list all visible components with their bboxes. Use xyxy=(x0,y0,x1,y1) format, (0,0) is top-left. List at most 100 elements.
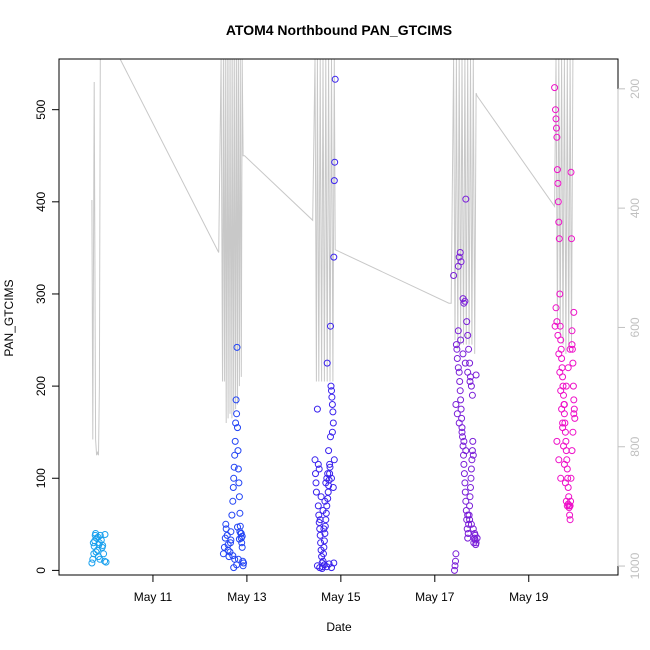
scatter-point xyxy=(231,437,239,445)
scatter-point xyxy=(457,405,465,413)
scatter-point xyxy=(456,378,464,385)
scatter-point xyxy=(320,543,328,551)
scatter-point xyxy=(466,359,474,367)
scatter-point xyxy=(556,368,564,376)
scatter-point xyxy=(569,382,577,390)
scatter-point xyxy=(559,419,567,427)
scatter-point xyxy=(466,378,474,385)
scatter-point xyxy=(227,536,235,544)
scatter-point xyxy=(571,414,579,422)
scatter-point xyxy=(555,235,563,243)
y2-axis: 200 400 600 800 1000 xyxy=(617,78,642,579)
scatter-point xyxy=(561,479,569,487)
scatter-point xyxy=(451,562,459,570)
scatter-point xyxy=(568,341,576,349)
scatter-point xyxy=(222,520,230,528)
scatter-point xyxy=(453,410,461,418)
scatter-point xyxy=(453,355,461,362)
scatter-point xyxy=(229,484,237,491)
scatter-point xyxy=(327,322,334,330)
scatter-point xyxy=(329,408,337,416)
y2-tick-label: 600 xyxy=(628,317,642,337)
scatter-point xyxy=(454,364,462,372)
scatter-point xyxy=(462,497,470,505)
y-tick-label: 0 xyxy=(34,567,48,574)
scatter-point xyxy=(555,350,563,358)
scatter-point xyxy=(235,479,243,487)
scatter-point xyxy=(96,555,104,563)
scatter-point xyxy=(570,308,578,316)
scatter-point xyxy=(472,539,480,547)
scatter-point xyxy=(317,539,325,547)
scatter-point xyxy=(557,387,565,395)
scatter-point xyxy=(462,195,470,203)
scatter-point xyxy=(466,493,474,501)
scatter-point xyxy=(327,382,335,390)
scatter-point xyxy=(554,331,562,339)
scatter-point xyxy=(564,364,572,372)
line-series-group xyxy=(91,58,574,456)
scatter-point xyxy=(460,460,468,468)
scatter-point xyxy=(466,502,474,510)
scatter-point xyxy=(552,304,560,312)
scatter-point xyxy=(464,331,472,339)
scatter-point xyxy=(231,451,239,459)
scatter-point xyxy=(564,500,572,508)
scatter-points-group xyxy=(88,75,579,574)
scatter-point xyxy=(328,393,336,401)
y2-tick-label: 400 xyxy=(628,198,642,218)
scatter-point xyxy=(469,451,477,459)
scatter-point xyxy=(552,106,559,114)
scatter-point xyxy=(329,419,337,427)
scatter-point xyxy=(567,474,575,482)
scatter-point xyxy=(327,433,334,441)
scatter-point xyxy=(324,488,332,496)
scatter-point xyxy=(469,525,477,533)
x-tick-label: May 11 xyxy=(134,590,173,604)
scatter-point xyxy=(452,550,460,558)
scatter-point xyxy=(570,396,578,404)
scatter-point xyxy=(467,474,475,482)
scatter-point xyxy=(553,318,561,326)
scatter-point xyxy=(461,359,469,367)
scatter-point xyxy=(89,539,97,547)
scatter-point xyxy=(450,272,458,279)
scatter-point xyxy=(319,557,327,565)
scatter-point xyxy=(462,447,470,455)
scatter-point xyxy=(466,516,474,524)
x-tick-label: May 19 xyxy=(509,590,549,604)
scatter-point xyxy=(238,539,246,547)
scatter-point xyxy=(555,218,563,226)
scatter-point xyxy=(459,433,466,441)
scatter-point xyxy=(323,474,331,482)
scatter-point xyxy=(318,565,326,572)
scatter-point xyxy=(326,463,334,471)
scatter-point xyxy=(473,534,481,542)
scatter-point xyxy=(467,520,475,528)
scatter-point xyxy=(456,249,464,256)
scatter-point xyxy=(464,511,472,519)
scatter-point xyxy=(235,535,243,543)
scatter-point xyxy=(330,253,338,261)
scatter-point xyxy=(472,371,480,379)
scatter-point xyxy=(314,502,322,510)
scatter-point xyxy=(99,542,107,549)
scatter-point xyxy=(554,198,562,206)
scatter-point xyxy=(570,410,578,418)
y-tick-label: 100 xyxy=(34,468,48,488)
y-tick-label: 400 xyxy=(34,191,48,211)
scatter-point xyxy=(454,327,462,335)
scatter-point xyxy=(89,555,97,563)
scatter-point xyxy=(461,488,469,496)
y-tick-label: 500 xyxy=(34,99,48,119)
scatter-point xyxy=(465,520,473,528)
scatter-point xyxy=(568,447,576,455)
scatter-point xyxy=(329,484,337,491)
scatter-point xyxy=(452,401,460,408)
scatter-point xyxy=(457,258,465,266)
scatter-point xyxy=(232,419,240,427)
scatter-point xyxy=(321,497,329,505)
scatter-point xyxy=(234,465,242,473)
x-tick-label: May 15 xyxy=(321,590,361,604)
